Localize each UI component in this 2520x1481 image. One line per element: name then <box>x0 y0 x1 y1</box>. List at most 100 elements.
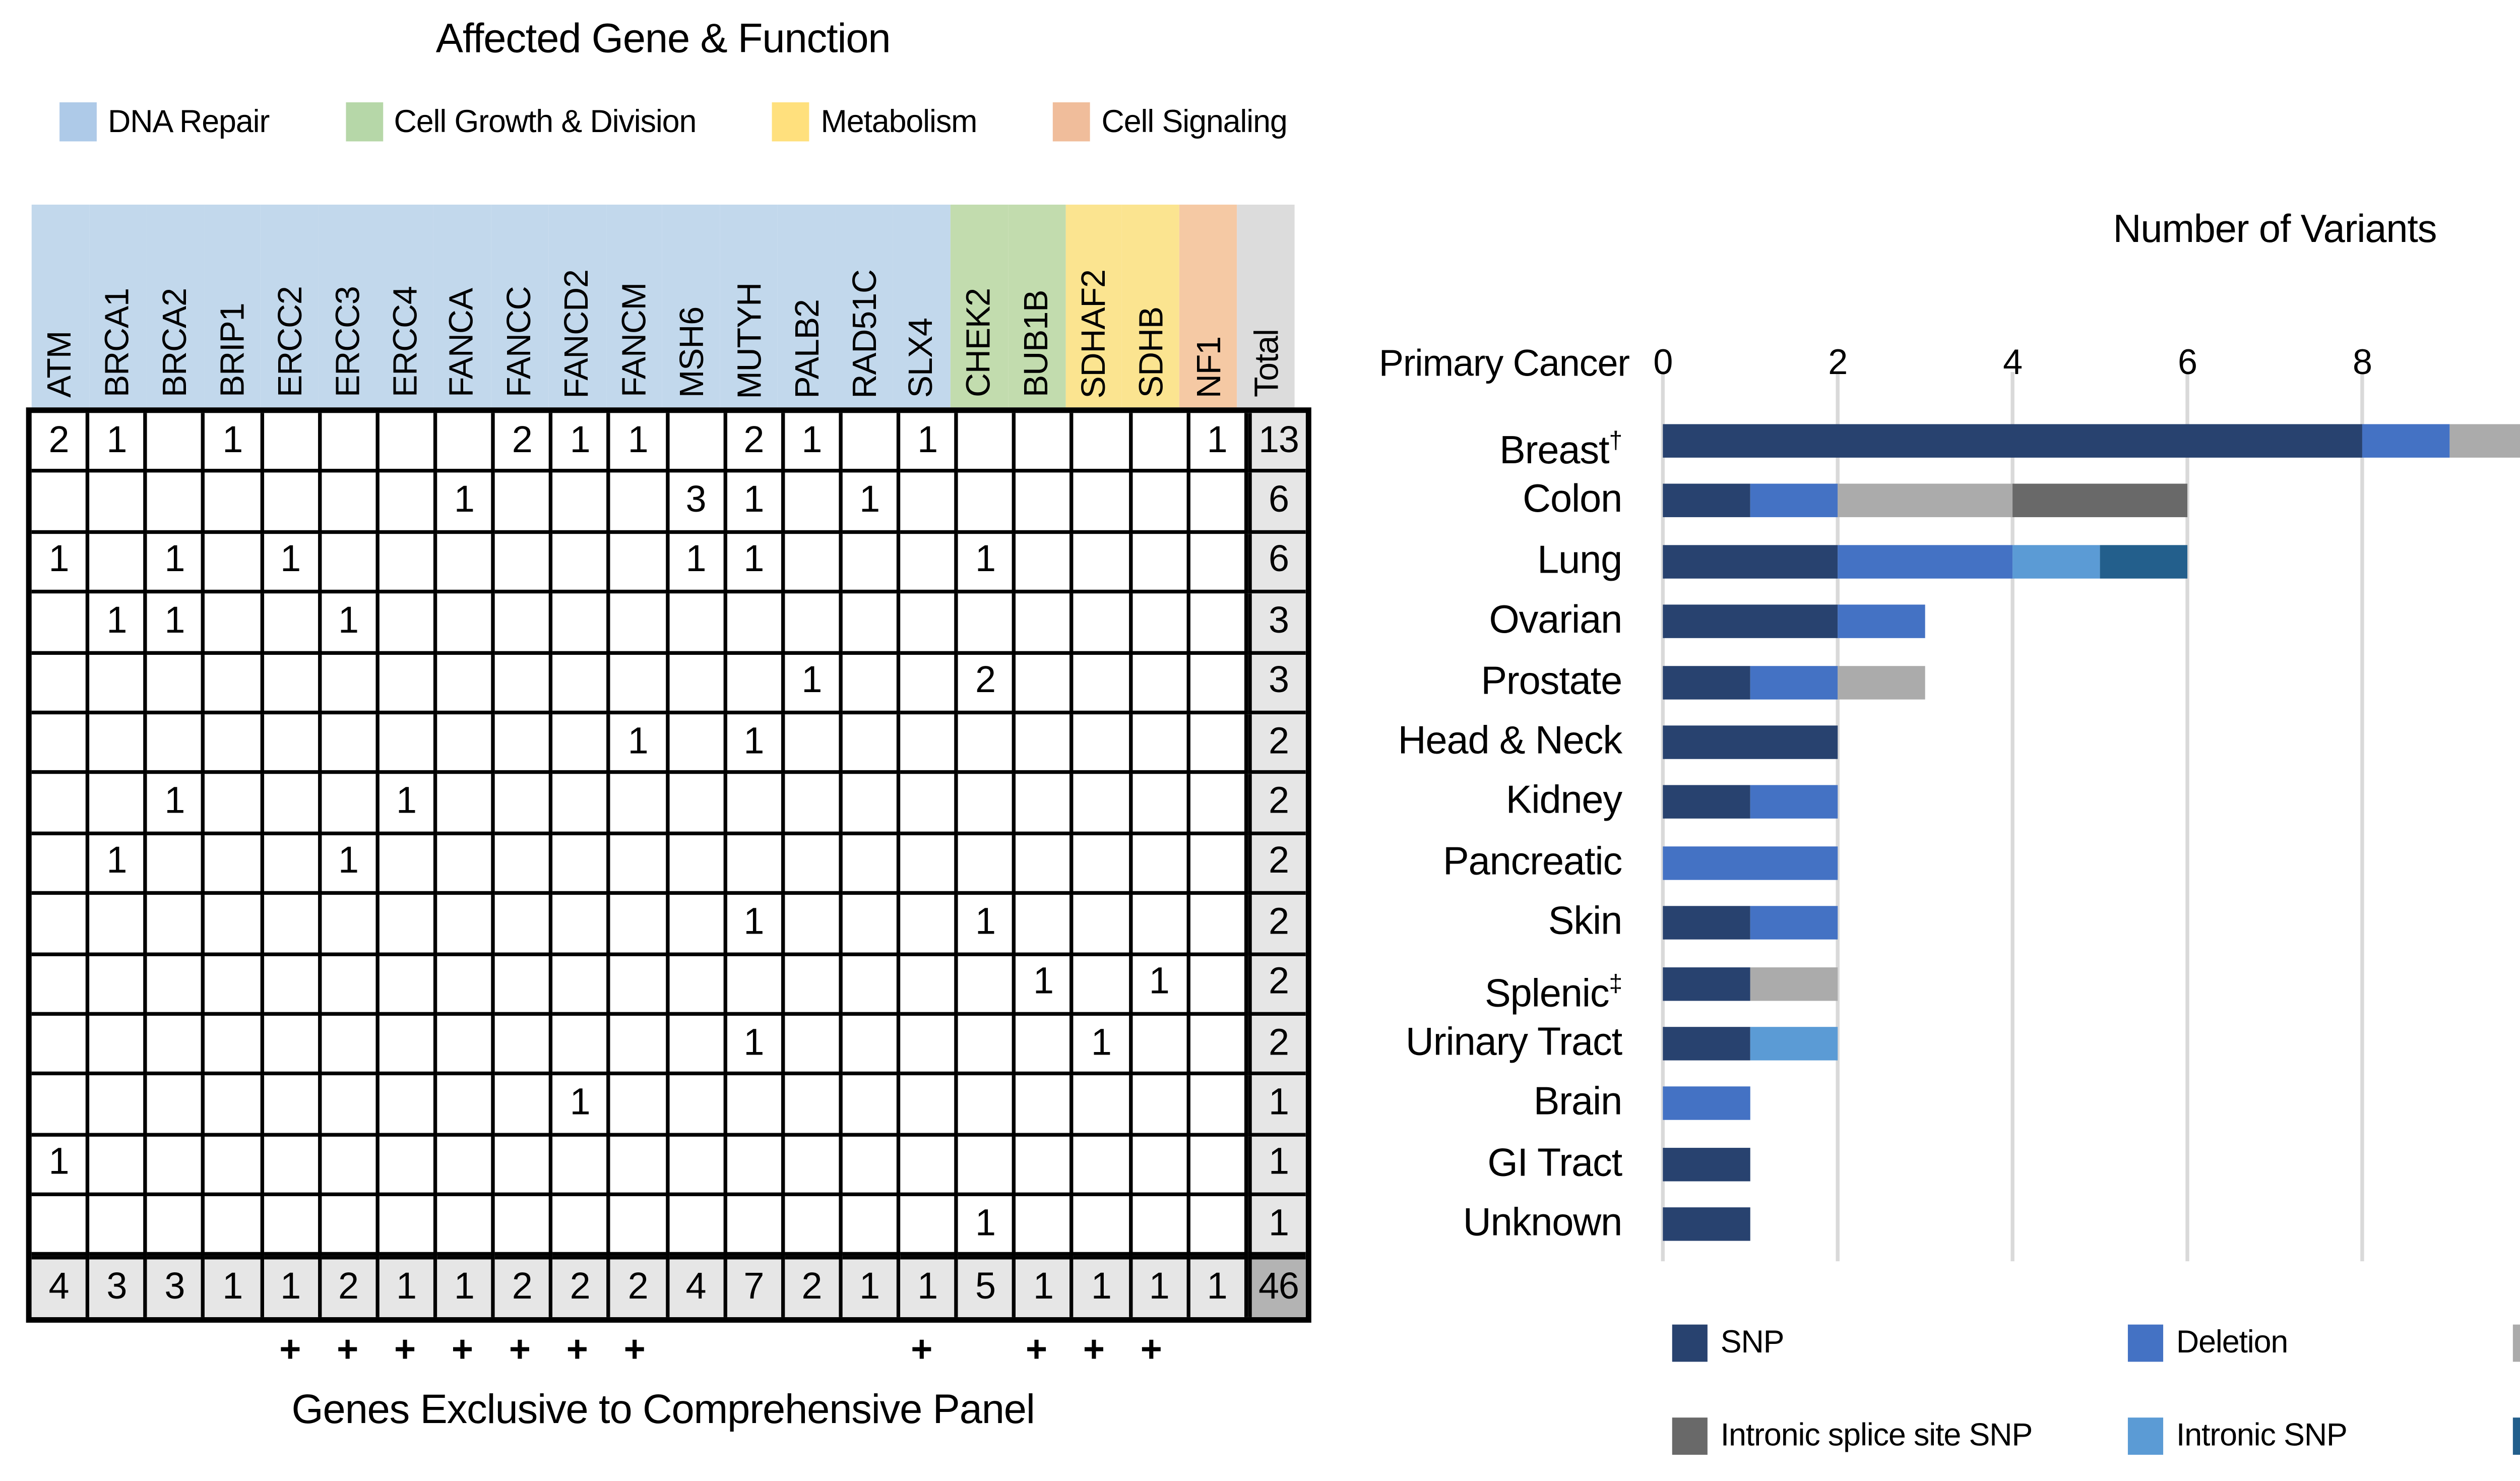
series-swatch-icon <box>2127 1324 2164 1362</box>
table-cell <box>437 835 495 895</box>
gene-name: BUB1B <box>1018 291 1055 398</box>
row-total-cell: 13 <box>1247 413 1306 473</box>
table-cell <box>205 835 264 895</box>
function-legend-item: Cell Signaling <box>1053 102 1288 142</box>
exclusive-plus-marker: + <box>1140 1330 1162 1371</box>
table-cell: 1 <box>379 774 437 835</box>
table-cell <box>958 1015 1017 1076</box>
table-cell <box>552 533 611 594</box>
table-cell <box>263 1076 322 1136</box>
table-cell <box>552 774 611 835</box>
table-cell <box>1131 533 1190 594</box>
function-legend-item: DNA Repair <box>59 102 270 142</box>
gene-name: ERCC3 <box>329 287 366 398</box>
table-cell <box>552 955 611 1016</box>
gene-name: SDHAF2 <box>1075 269 1112 398</box>
stacked-bar <box>1663 906 1838 940</box>
table-cell <box>205 654 264 714</box>
table-cell: 3 <box>668 473 727 534</box>
table-cell <box>1016 473 1075 534</box>
table-cell <box>205 774 264 835</box>
table-cell <box>842 533 901 594</box>
table-cell: 1 <box>726 533 785 594</box>
gene-column-header: FANCM <box>605 204 663 408</box>
gene-table: 2 1 1 2 1 1 2 1 1 1 13 1 3 1 1 6 1 1 1 1 1 1 6 1 1 1 3 1 2 3 1 1 2 1 1 2 1 1 2… <box>26 407 1311 1323</box>
table-cell <box>263 413 322 473</box>
stacked-bar <box>1663 725 1838 759</box>
table-cell <box>205 473 264 534</box>
table-cell <box>31 473 90 534</box>
stacked-bar <box>1663 544 2188 578</box>
column-total-cell: 2 <box>610 1256 669 1317</box>
column-total-cell: 1 <box>263 1256 322 1317</box>
table-caption: Genes Exclusive to Comprehensive Panel <box>291 1386 1035 1433</box>
chart-legend-item: Insertion <box>2512 1324 2520 1362</box>
table-cell <box>784 593 843 654</box>
table-cell <box>89 1196 148 1257</box>
row-total-cell: 2 <box>1247 955 1306 1016</box>
table-cell <box>958 413 1017 473</box>
gene-column-header: SLX4 <box>893 204 951 408</box>
empty-marker <box>1237 1330 1295 1373</box>
x-tick-label: 4 <box>2003 344 2023 384</box>
table-cell <box>668 714 727 775</box>
row-total-cell: 3 <box>1247 654 1306 714</box>
table-cell <box>1131 1196 1190 1257</box>
gene-column-header: MSH6 <box>663 204 721 408</box>
gene-function-title: Affected Gene & Function <box>435 15 891 61</box>
gene-column-header: FANCA <box>433 204 491 408</box>
empty-marker <box>778 1330 835 1373</box>
table-cell <box>147 473 206 534</box>
table-cell <box>494 1015 553 1076</box>
gene-name: FANCC <box>500 287 538 398</box>
table-cell <box>1131 654 1190 714</box>
table-cell <box>205 1136 264 1197</box>
x-tick-label: 2 <box>1828 344 1848 384</box>
exclusive-plus-marker: + <box>911 1330 932 1371</box>
table-cell <box>437 955 495 1016</box>
bar-segment <box>1663 846 1838 880</box>
table-cell <box>89 1076 148 1136</box>
table-cell <box>900 895 959 956</box>
table-cell <box>1189 1196 1248 1257</box>
table-cell: 1 <box>321 835 380 895</box>
gene-column-header: FANCD2 <box>548 204 606 408</box>
empty-marker <box>32 1330 89 1373</box>
table-cell <box>147 1136 206 1197</box>
bar-segment <box>1663 1087 1750 1121</box>
table-cell <box>1189 714 1248 775</box>
bar-segment <box>1663 484 1750 518</box>
function-legend-label: Cell Signaling <box>1101 103 1288 139</box>
category-marker: † <box>1609 426 1623 454</box>
table-cell <box>1189 835 1248 895</box>
column-total-cell: 1 <box>205 1256 264 1317</box>
table-cell <box>437 654 495 714</box>
table-cell <box>1131 835 1190 895</box>
x-tick-label: 10 <box>2518 344 2520 385</box>
stacked-bar <box>1663 1147 1750 1181</box>
table-cell <box>147 1196 206 1257</box>
table-cell <box>494 654 553 714</box>
table-cell: 1 <box>147 593 206 654</box>
column-total-cell: 3 <box>147 1256 206 1317</box>
table-cell <box>842 1015 901 1076</box>
table-cell <box>494 955 553 1016</box>
table-cell <box>1189 1076 1248 1136</box>
stacked-bar <box>1663 605 1925 639</box>
gene-name: ATM <box>41 331 79 398</box>
table-cell <box>31 835 90 895</box>
table-cell <box>1074 473 1132 534</box>
table-cell <box>726 1196 785 1257</box>
table-cell: 1 <box>726 473 785 534</box>
table-cell <box>610 654 669 714</box>
function-swatch-icon <box>59 102 97 142</box>
column-total-cell: 1 <box>1074 1256 1132 1317</box>
series-legend-label: SNP <box>1720 1324 1785 1360</box>
table-cell: 1 <box>726 714 785 775</box>
stacked-bar <box>1663 785 1838 820</box>
gene-column-header: ERCC4 <box>376 204 434 408</box>
bar-segment <box>1838 544 2013 578</box>
bar-segment <box>1838 605 1925 639</box>
table-cell <box>321 1196 380 1257</box>
table-cell <box>958 593 1017 654</box>
